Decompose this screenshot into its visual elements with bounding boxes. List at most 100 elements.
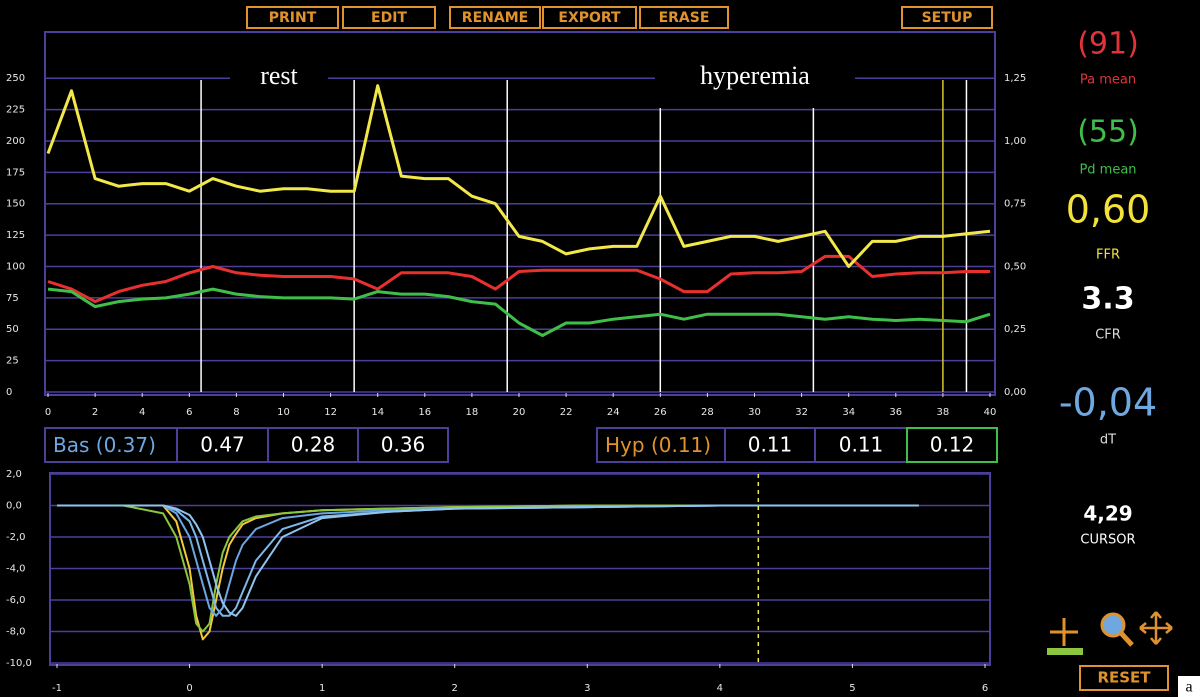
toolbar-button[interactable] xyxy=(449,6,541,29)
toolbar-label[interactable]: PRINT xyxy=(269,10,317,26)
annotation-box xyxy=(230,36,328,108)
summary-label: Hyp (0.11) xyxy=(605,433,711,457)
x-tick-label: 28 xyxy=(701,407,714,418)
toolbar-button[interactable] xyxy=(246,6,339,29)
y-tick-label: 200 xyxy=(6,136,25,147)
y2-tick-label: 1,00 xyxy=(1004,136,1026,147)
x-tick-label: 22 xyxy=(560,407,573,418)
y-tick-label: 225 xyxy=(6,105,25,116)
readout-value: -0,04 xyxy=(1059,381,1157,425)
reset-label[interactable]: RESET xyxy=(1097,669,1151,687)
y-tick-label: 2,0 xyxy=(6,469,22,480)
summary-label: Bas (0.37) xyxy=(53,433,156,457)
trace xyxy=(47,254,990,304)
x-tick-label: 30 xyxy=(748,407,761,418)
x-tick-label: 0 xyxy=(45,407,51,418)
row-label: Hyp xyxy=(605,433,645,457)
y-tick-label: 125 xyxy=(6,230,25,241)
x-tick-label: 20 xyxy=(513,407,526,418)
trace xyxy=(47,287,991,337)
value: 0.11 xyxy=(839,433,884,457)
toolbar-label[interactable]: EXPORT xyxy=(558,10,621,26)
reset-button[interactable] xyxy=(1079,665,1169,691)
x-tick-label: 2 xyxy=(92,407,98,418)
x-tick-label: 5 xyxy=(849,683,855,694)
y-tick-label: 50 xyxy=(6,324,19,335)
plot-frame xyxy=(44,31,996,396)
figure-label-bg xyxy=(1178,676,1200,697)
toolbar-label[interactable]: RENAME xyxy=(462,10,528,26)
value-box xyxy=(357,427,449,463)
x-tick-label: 8 xyxy=(233,407,239,418)
value-box xyxy=(267,427,359,463)
y-tick-label: -6,0 xyxy=(6,595,26,606)
y-tick-label: 0 xyxy=(6,387,12,398)
value: 0.28 xyxy=(291,433,336,457)
figure-label: a xyxy=(1185,679,1192,696)
toolbar-button[interactable] xyxy=(342,6,436,29)
x-tick-label: 40 xyxy=(984,407,997,418)
toolbar-button[interactable] xyxy=(901,6,993,29)
progress xyxy=(1047,648,1083,655)
x-tick-label: 6 xyxy=(982,683,988,694)
zoom-handle xyxy=(1119,631,1134,647)
toolbar-button[interactable] xyxy=(639,6,729,29)
value: 0.36 xyxy=(381,433,426,457)
row-mean: (0.11) xyxy=(651,433,711,457)
x-tick-label: -1 xyxy=(52,683,62,694)
x-tick-label: 24 xyxy=(607,407,620,418)
y2-tick-label: 0,75 xyxy=(1004,199,1026,210)
y-tick-label: 75 xyxy=(6,293,19,304)
x-tick-label: 0 xyxy=(186,683,192,694)
cursor-caption: CURSOR xyxy=(1080,533,1135,548)
y-tick-label: -2,0 xyxy=(6,532,26,543)
y-tick-label: -8,0 xyxy=(6,627,26,638)
annotation: rest xyxy=(260,61,298,90)
x-tick-label: 2 xyxy=(452,683,458,694)
x-tick-label: 38 xyxy=(937,407,950,418)
readout-caption: dT xyxy=(1100,433,1116,448)
toolbar-label[interactable]: EDIT xyxy=(371,10,407,26)
y-tick-label: -10,0 xyxy=(6,658,32,669)
readout-caption: Pa mean xyxy=(1080,73,1136,88)
toolbar-button[interactable] xyxy=(542,6,637,29)
x-tick-label: 3 xyxy=(584,683,590,694)
x-tick-label: 6 xyxy=(186,407,192,418)
y2-tick-label: 0,00 xyxy=(1004,387,1026,398)
x-tick-label: 12 xyxy=(324,407,337,418)
x-tick-label: 34 xyxy=(842,407,855,418)
readout-caption: Pd mean xyxy=(1079,163,1136,178)
zoom-icon[interactable] xyxy=(1100,612,1126,638)
x-tick-label: 26 xyxy=(654,407,667,418)
annotation: hyperemia xyxy=(700,61,810,90)
y2-tick-label: 0,25 xyxy=(1004,324,1026,335)
value: 0.12 xyxy=(930,433,975,457)
add-icon[interactable] xyxy=(1050,618,1078,646)
y-tick-label: 250 xyxy=(6,73,25,84)
x-tick-label: 32 xyxy=(795,407,808,418)
row-mean: (0.37) xyxy=(96,433,156,457)
toolbar-label[interactable]: SETUP xyxy=(922,10,973,26)
y-tick-label: 100 xyxy=(6,261,25,272)
y2-tick-label: 0,50 xyxy=(1004,261,1026,272)
x-tick-label: 10 xyxy=(277,407,290,418)
trace xyxy=(46,84,991,268)
trace xyxy=(57,504,919,617)
x-tick-label: 14 xyxy=(371,407,384,418)
x-tick-label: 1 xyxy=(319,683,325,694)
y-tick-label: 0,0 xyxy=(6,501,22,512)
x-tick-label: 4 xyxy=(717,683,723,694)
readout-caption: FFR xyxy=(1096,248,1120,263)
annotation-box xyxy=(655,36,855,108)
x-tick-label: 18 xyxy=(466,407,479,418)
toolbar-label[interactable]: ERASE xyxy=(659,10,710,26)
y2-tick-label: 1,25 xyxy=(1004,73,1026,84)
x-tick-label: 4 xyxy=(139,407,145,418)
value: 0.47 xyxy=(200,433,245,457)
trace xyxy=(57,504,919,633)
x-tick-label: 36 xyxy=(889,407,902,418)
pan-icon[interactable] xyxy=(1139,611,1173,645)
x-tick-label: 16 xyxy=(418,407,431,418)
